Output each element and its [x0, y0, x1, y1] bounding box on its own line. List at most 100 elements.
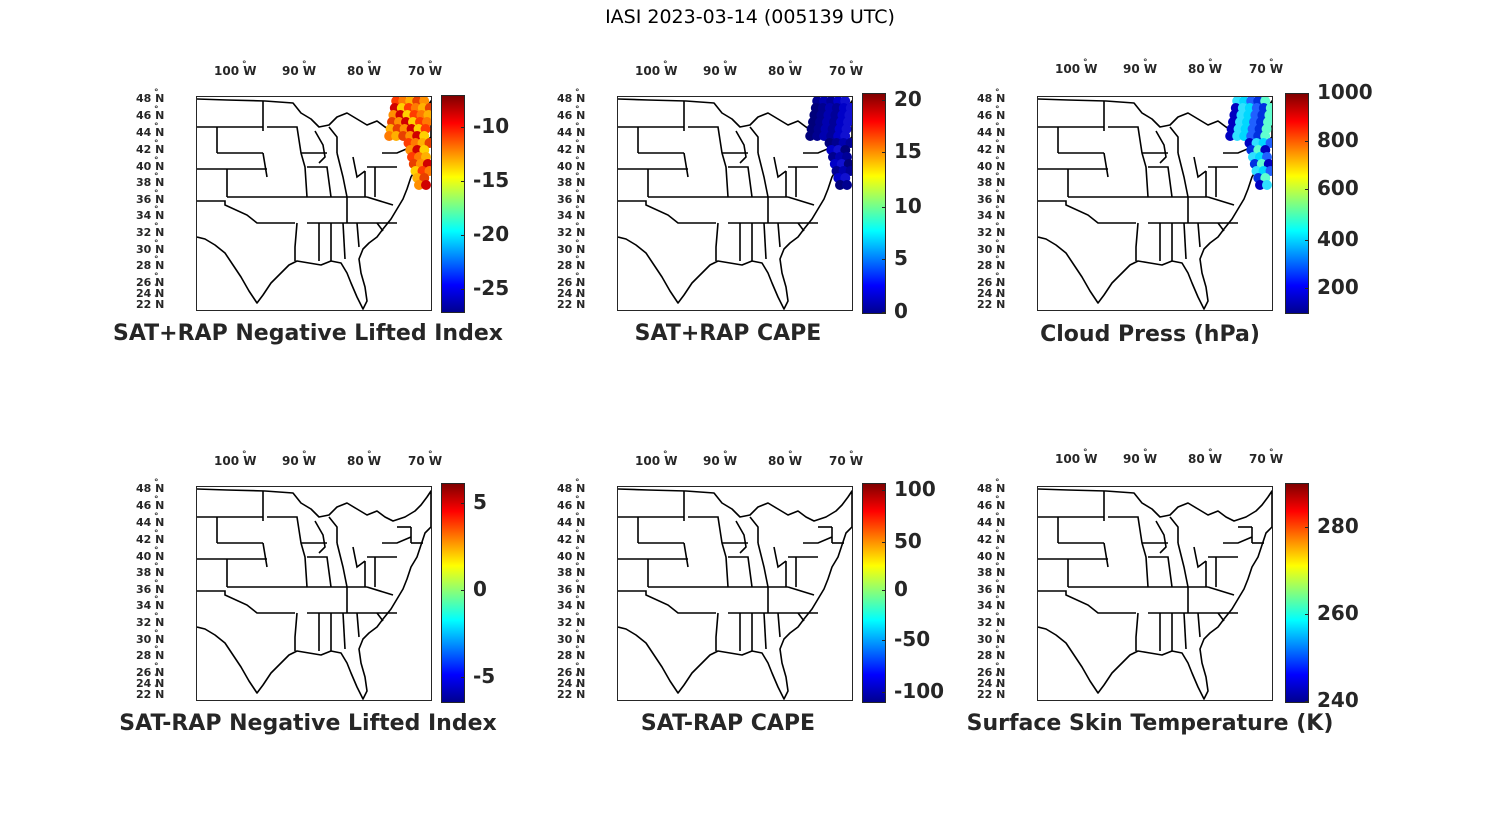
degree-symbol: °	[1269, 448, 1274, 458]
colorbar-tick-label: -100	[894, 679, 945, 704]
latitude-tick-label: 22 N	[136, 688, 165, 701]
state-boundary	[1169, 126, 1179, 153]
degree-symbol: °	[154, 139, 159, 149]
latitude-tick-label: 44 N	[557, 126, 586, 139]
latitude-tick-label: 30 N	[136, 633, 165, 646]
degree-symbol: °	[302, 450, 307, 460]
state-boundary	[1183, 612, 1187, 650]
degree-symbol: °	[575, 205, 580, 215]
latitude-tick-label: 30 N	[136, 243, 165, 256]
longitude-tick-label: 80 W	[768, 454, 803, 468]
retrieval-point	[391, 131, 402, 141]
retrieval-point	[842, 180, 852, 190]
state-boundary	[757, 542, 769, 588]
state-boundary	[314, 520, 326, 554]
degree-symbol: °	[154, 283, 159, 293]
state-boundary	[262, 542, 268, 568]
us-coastline	[197, 98, 431, 310]
state-boundary	[1197, 222, 1201, 248]
colorbar-tick-mark	[882, 692, 886, 694]
us-coastline	[618, 98, 852, 310]
degree-symbol: °	[154, 579, 159, 589]
latitude-tick-label: 34 N	[136, 209, 165, 222]
us-map	[617, 96, 853, 311]
degree-symbol: °	[154, 662, 159, 672]
latitude-tick-label: 28 N	[557, 649, 586, 662]
latitude-tick-label: 48 N	[977, 92, 1006, 105]
latitude-tick-label: 38 N	[136, 566, 165, 579]
degree-symbol: °	[575, 629, 580, 639]
colorbar-tick-mark	[461, 181, 465, 183]
colorbar-tick-mark	[1305, 701, 1309, 702]
latitude-tick-label: 48 N	[136, 92, 165, 105]
retrieval-point	[805, 131, 816, 141]
retrieval-point	[398, 131, 409, 141]
state-boundary	[267, 126, 308, 198]
state-boundary	[1207, 586, 1235, 596]
state-boundary	[336, 542, 348, 588]
longitude-tick-label: 100 W	[635, 454, 678, 468]
state-boundary	[1103, 542, 1109, 568]
state-boundary	[773, 546, 787, 569]
longitude-tick-label: 70 W	[408, 454, 443, 468]
degree-symbol: °	[995, 478, 1000, 488]
retrieval-point	[414, 180, 424, 190]
state-boundary	[342, 612, 346, 650]
degree-symbol: °	[575, 684, 580, 694]
colorbar-tick-mark	[882, 489, 886, 491]
latitude-tick-label: 38 N	[136, 176, 165, 189]
state-boundary	[715, 222, 719, 261]
latitude-tick-label: 28 N	[977, 649, 1006, 662]
latitude-tick-label: 46 N	[557, 499, 586, 512]
degree-symbol: °	[995, 156, 1000, 166]
longitude-tick-label: 100 W	[214, 64, 257, 78]
state-boundary	[763, 612, 767, 650]
degree-symbol: °	[575, 189, 580, 199]
degree-symbol: °	[575, 255, 580, 265]
degree-symbol: °	[154, 172, 159, 182]
degree-symbol: °	[154, 645, 159, 655]
degree-symbol: °	[154, 512, 159, 522]
degree-symbol: °	[995, 495, 1000, 505]
us-map	[617, 486, 853, 701]
colorbar-tick-label: 0	[473, 576, 487, 601]
colorbar	[441, 95, 465, 313]
degree-symbol: °	[154, 684, 159, 694]
degree-symbol: °	[575, 222, 580, 232]
us-coastline	[1038, 98, 1272, 310]
degree-symbol: °	[995, 512, 1000, 522]
state-boundary	[749, 516, 759, 543]
degree-symbol: °	[995, 283, 1000, 293]
longitude-tick-label: 90 W	[1123, 62, 1158, 76]
longitude-tick-label: 90 W	[282, 64, 317, 78]
degree-symbol: °	[995, 222, 1000, 232]
degree-symbol: °	[575, 662, 580, 672]
longitude-tick-label: 70 W	[1249, 452, 1284, 466]
state-boundary	[1177, 152, 1189, 198]
panel-title: SAT-RAP Negative Lifted Index	[119, 711, 497, 736]
latitude-tick-label: 32 N	[557, 616, 586, 629]
latitude-tick-label: 34 N	[977, 599, 1006, 612]
latitude-tick-label: 24 N	[977, 677, 1006, 690]
degree-symbol: °	[995, 546, 1000, 556]
degree-symbol: °	[154, 222, 159, 232]
degree-symbol: °	[995, 579, 1000, 589]
colorbar-tick-label: 15	[894, 139, 922, 164]
degree-symbol: °	[154, 546, 159, 556]
map-drawing	[197, 97, 431, 310]
latitude-tick-label: 46 N	[136, 499, 165, 512]
latitude-tick-label: 40 N	[136, 550, 165, 563]
state-boundary	[618, 200, 716, 224]
state-boundary	[336, 152, 348, 198]
state-boundary	[1148, 556, 1173, 588]
latitude-tick-label: 46 N	[136, 109, 165, 122]
latitude-tick-label: 42 N	[977, 533, 1006, 546]
latitude-tick-label: 22 N	[136, 298, 165, 311]
state-boundary	[728, 166, 753, 198]
panel-title: Cloud Press (hPa)	[1040, 322, 1260, 347]
state-boundary	[197, 200, 295, 224]
degree-symbol: °	[154, 529, 159, 539]
state-boundary	[356, 612, 360, 638]
latitude-tick-label: 38 N	[977, 566, 1006, 579]
degree-symbol: °	[154, 673, 159, 683]
